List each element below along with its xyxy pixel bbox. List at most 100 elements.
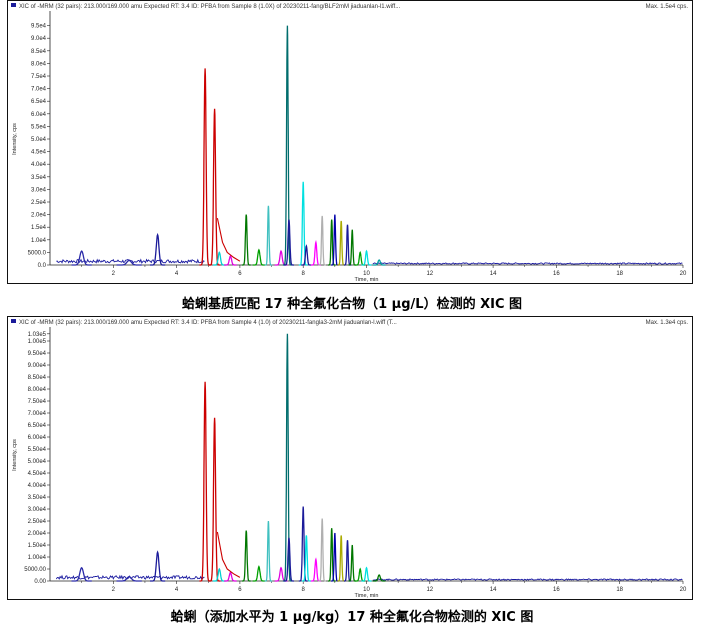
chromatogram-peak (310, 239, 321, 266)
chromatogram-peak (310, 557, 321, 582)
y-axis-title: Intensity, cps (12, 439, 18, 471)
chart-header-text: XIC of -MRM (32 pairs): 213.000/169.000 … (19, 4, 401, 10)
y-tick-label: 3.0e4 (31, 187, 47, 193)
chart-panel-top: XIC of -MRM (32 pairs): 213.000/169.000 … (7, 0, 693, 284)
chromatogram-peak (355, 250, 366, 266)
chromatogram-peak (318, 518, 326, 582)
y-tick-label: 2.0e4 (31, 213, 47, 219)
chromatogram-peak (224, 255, 237, 266)
chromatogram-peak (213, 567, 226, 582)
y-tick-label: 3.50e4 (28, 495, 47, 501)
y-tick-label: 8.5e4 (31, 49, 47, 55)
y-tick-label: 1.0e4 (31, 238, 47, 244)
chromatogram-peak (282, 333, 292, 582)
x-tick-label: 16 (553, 271, 560, 277)
baseline-trace (372, 578, 683, 581)
chromatogram-peak (355, 567, 366, 582)
chromatogram-peak (150, 550, 166, 582)
chart-bottom-svg: XIC of -MRM (32 pairs): 213.000/169.000 … (11, 319, 689, 599)
chromatogram-peak (282, 25, 292, 266)
x-tick-label: 18 (616, 587, 623, 593)
max-intensity-label: Max. 1.5e4 cps. (646, 4, 689, 10)
y-tick-label: 0.00 (34, 579, 46, 585)
chromatogram-peak (327, 528, 336, 582)
y-tick-label: 5000.0 (28, 250, 47, 256)
chromatogram-peak (331, 214, 339, 266)
y-tick-label: 0.0 (38, 263, 47, 269)
max-intensity-label: Max. 1.3e4 cps. (646, 320, 689, 326)
y-tick-label: 6.00e4 (28, 435, 47, 441)
chromatogram-peak (372, 259, 386, 266)
y-tick-label: 5.50e4 (28, 447, 47, 453)
y-tick-label: 3.00e4 (28, 507, 47, 513)
y-tick-label: 6.0e4 (31, 112, 47, 118)
y-tick-label: 7.0e4 (31, 87, 47, 93)
x-axis-title: Time, min (355, 593, 379, 599)
chromatogram-peak (116, 259, 142, 266)
chromatogram-peak (343, 224, 352, 266)
series-legend-swatch (11, 319, 16, 323)
chromatogram-peak (264, 520, 273, 582)
y-tick-label: 9.50e4 (28, 351, 47, 357)
chromatogram-peak (298, 506, 308, 582)
y-tick-label: 5000.00 (24, 567, 46, 573)
y-tick-label: 2.00e4 (28, 531, 47, 537)
y-tick-label: 1.03e5 (28, 332, 47, 338)
x-tick-label: 4 (175, 271, 179, 277)
x-tick-label: 8 (302, 271, 306, 277)
x-tick-label: 6 (238, 587, 242, 593)
y-tick-label: 5.5e4 (31, 124, 47, 130)
y-tick-label: 9.00e4 (28, 363, 47, 369)
chromatogram-peak (348, 229, 357, 266)
chromatogram-peak (71, 566, 92, 582)
chromatogram-peak (372, 574, 386, 582)
y-tick-label: 1.00e5 (28, 339, 47, 345)
y-tick-label: 8.00e4 (28, 387, 47, 393)
x-tick-label: 10 (363, 587, 370, 593)
y-tick-label: 7.00e4 (28, 411, 47, 417)
y-tick-label: 5.0e4 (31, 137, 47, 143)
x-tick-label: 16 (553, 587, 560, 593)
y-axis-title: Intensity, cps (12, 123, 18, 155)
y-tick-label: 5.00e4 (28, 459, 47, 465)
y-tick-label: 4.00e4 (28, 483, 47, 489)
x-tick-label: 12 (426, 587, 433, 593)
chromatogram-peak (318, 215, 326, 266)
caption-bottom: 蛤蜊（添加水平为 1 μg/kg）17 种全氟化合物检测的 XIC 图 (170, 610, 534, 625)
y-tick-label: 9.5e4 (31, 24, 47, 30)
chromatogram-peak (331, 532, 339, 582)
chromatogram-peak (116, 576, 142, 582)
baseline-trace (372, 262, 683, 265)
chromatogram-peak (208, 417, 221, 582)
x-tick-label: 20 (680, 271, 687, 277)
y-tick-label: 9.0e4 (31, 36, 47, 42)
y-tick-label: 1.00e4 (28, 555, 47, 561)
chromatogram-peak (343, 540, 352, 582)
chromatogram-peak (361, 249, 372, 266)
chromatogram-peak (71, 250, 92, 266)
chart-top-svg: XIC of -MRM (32 pairs): 213.000/169.000 … (11, 3, 689, 283)
x-tick-label: 2 (112, 271, 116, 277)
y-tick-label: 4.0e4 (31, 162, 47, 168)
chromatogram-tail (216, 217, 241, 262)
y-tick-label: 1.50e4 (28, 543, 47, 549)
chromatogram-peak (361, 566, 372, 582)
x-tick-label: 14 (490, 587, 497, 593)
chromatogram-peak (283, 537, 294, 582)
chart-panel-bottom: XIC of -MRM (32 pairs): 213.000/169.000 … (7, 316, 693, 600)
chromatogram-peak (337, 535, 345, 582)
y-tick-label: 3.5e4 (31, 175, 47, 181)
chart-header-text: XIC of -MRM (32 pairs): 213.000/169.000 … (19, 320, 397, 326)
chromatogram-peak (241, 530, 251, 582)
chromatogram-peak (283, 219, 294, 266)
y-tick-label: 2.50e4 (28, 519, 47, 525)
chromatogram-peak (337, 220, 345, 266)
x-tick-label: 14 (490, 271, 497, 277)
x-tick-label: 8 (302, 587, 306, 593)
series-legend-swatch (11, 3, 16, 7)
chromatogram-tail (216, 531, 241, 578)
chromatogram-peak (348, 544, 357, 582)
caption-top: 蛤蜊基质匹配 17 种全氟化合物（1 μg/L）检测的 XIC 图 (181, 297, 523, 312)
y-tick-label: 6.5e4 (31, 99, 47, 105)
chromatogram-peak (301, 244, 312, 266)
